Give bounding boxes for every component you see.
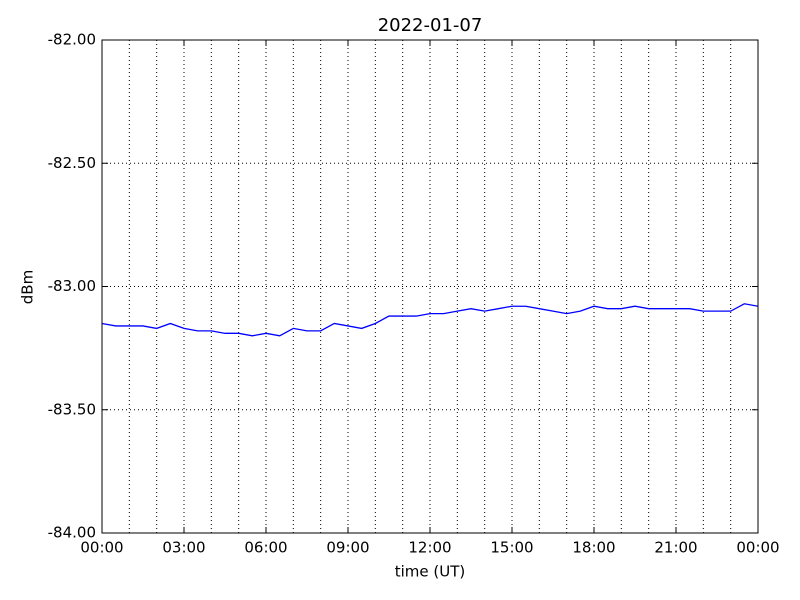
y-tick-label: -84.00 <box>48 524 96 542</box>
x-tick-label: 18:00 <box>572 539 615 557</box>
y-tick-label: -83.50 <box>48 400 96 418</box>
y-tick-label: -82.00 <box>48 31 96 49</box>
x-tick-label: 00:00 <box>736 539 779 557</box>
data-line <box>101 303 759 337</box>
x-tick-label: 06:00 <box>244 539 287 557</box>
x-axis-label: time (UT) <box>395 563 466 581</box>
x-tick-label: 03:00 <box>162 539 205 557</box>
x-tick-label: 12:00 <box>408 539 451 557</box>
chart-title: 2022-01-07 <box>378 15 483 36</box>
plot-frame <box>101 39 759 534</box>
x-tick-label: 00:00 <box>80 539 123 557</box>
x-tick-label: 15:00 <box>490 539 533 557</box>
x-tick-label: 09:00 <box>326 539 369 557</box>
x-tick-label: 21:00 <box>654 539 697 557</box>
y-tick-label: -83.00 <box>48 277 96 295</box>
y-tick-label: -82.50 <box>48 154 96 172</box>
y-axis-label: dBm <box>19 270 37 304</box>
